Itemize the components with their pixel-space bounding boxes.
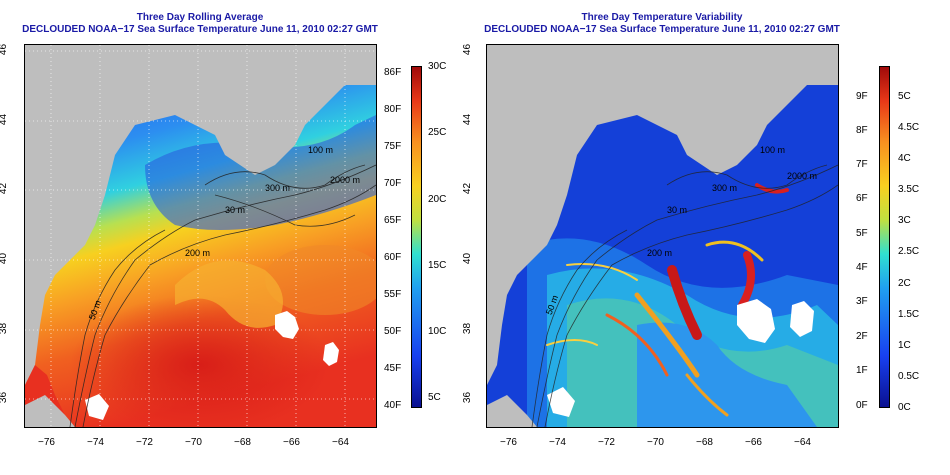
cbar-c-label: 5C <box>428 392 441 403</box>
right-title: Three Day Temperature Variability <box>581 12 743 23</box>
lat-tick: 38 <box>0 322 10 335</box>
lon-tick: −72 <box>598 437 615 448</box>
cbar-c-label: 2C <box>898 278 911 289</box>
lon-tick: −68 <box>234 437 251 448</box>
contour-label: 2000 m <box>787 171 818 181</box>
cbar-c-label: 1.5C <box>898 309 920 320</box>
cbar-f-label: 9F <box>856 91 868 102</box>
contour-label: 100 m <box>760 145 786 155</box>
cbar-f-label: 45F <box>384 363 402 374</box>
lat-tick: 36 <box>462 391 474 404</box>
cbar-f-label: 4F <box>856 262 868 273</box>
lat-tick: 46 <box>0 43 10 56</box>
cbar-c-label: 25C <box>428 127 447 138</box>
cbar-f-label: 1F <box>856 365 868 376</box>
lon-tick: −74 <box>87 437 104 448</box>
cbar-c-label: 1C <box>898 340 911 351</box>
right-variability-map: 100 m 2000 m 300 m 30 m 200 m 50 m <box>486 44 839 428</box>
lat-tick: 44 <box>0 113 10 126</box>
cbar-f-label: 5F <box>856 228 868 239</box>
cbar-c-label: 20C <box>428 194 447 205</box>
lat-tick: 36 <box>0 391 10 404</box>
cbar-f-label: 60F <box>384 252 402 263</box>
lat-tick: 44 <box>462 113 474 126</box>
cbar-f-label: 80F <box>384 104 402 115</box>
cbar-f-label: 7F <box>856 159 868 170</box>
lat-tick: 40 <box>0 252 10 265</box>
cbar-c-label: 4.5C <box>898 122 920 133</box>
left-colorbar <box>411 66 422 408</box>
contour-label: 200 m <box>647 248 673 258</box>
cbar-f-label: 8F <box>856 125 868 136</box>
lon-tick: −76 <box>500 437 517 448</box>
contour-label: 100 m <box>308 145 334 155</box>
left-title: Three Day Rolling Average <box>136 12 264 23</box>
cbar-c-label: 3C <box>898 215 911 226</box>
lat-tick: 40 <box>462 252 474 265</box>
cbar-f-label: 86F <box>384 67 402 78</box>
cbar-f-label: 6F <box>856 193 868 204</box>
contour-label: 200 m <box>185 248 211 258</box>
lon-tick: −68 <box>696 437 713 448</box>
cbar-f-label: 0F <box>856 400 868 411</box>
lon-tick: −66 <box>283 437 300 448</box>
cbar-c-label: 0C <box>898 402 911 413</box>
contour-label: 2000 m <box>330 175 361 185</box>
lon-tick: −70 <box>185 437 202 448</box>
left-subtitle: DECLOUDED NOAA−17 Sea Surface Temperatur… <box>22 24 378 35</box>
cbar-f-label: 70F <box>384 178 402 189</box>
lon-tick: −64 <box>794 437 811 448</box>
cbar-c-label: 0.5C <box>898 371 920 382</box>
cbar-f-label: 2F <box>856 331 868 342</box>
lat-tick: 42 <box>0 182 10 195</box>
contour-label: 300 m <box>265 183 291 193</box>
cbar-c-label: 10C <box>428 326 447 337</box>
lon-tick: −70 <box>647 437 664 448</box>
lon-tick: −76 <box>38 437 55 448</box>
cbar-f-label: 40F <box>384 400 402 411</box>
lat-tick: 46 <box>462 43 474 56</box>
cbar-f-label: 50F <box>384 326 402 337</box>
cbar-f-label: 75F <box>384 141 402 152</box>
cbar-c-label: 2.5C <box>898 246 920 257</box>
lon-tick: −64 <box>332 437 349 448</box>
contour-label: 30 m <box>225 205 246 215</box>
cbar-c-label: 5C <box>898 91 911 102</box>
right-colorbar <box>879 66 890 408</box>
lon-tick: −72 <box>136 437 153 448</box>
cbar-f-label: 65F <box>384 215 402 226</box>
contour-label: 30 m <box>667 205 688 215</box>
cbar-f-label: 55F <box>384 289 402 300</box>
lat-tick: 42 <box>462 182 474 195</box>
cbar-c-label: 3.5C <box>898 184 920 195</box>
cbar-f-label: 3F <box>856 296 868 307</box>
lat-tick: 38 <box>462 322 474 335</box>
lon-tick: −66 <box>745 437 762 448</box>
right-subtitle: DECLOUDED NOAA−17 Sea Surface Temperatur… <box>484 24 840 35</box>
cbar-c-label: 15C <box>428 260 447 271</box>
contour-label: 300 m <box>712 183 738 193</box>
cbar-c-label: 30C <box>428 61 447 72</box>
lon-tick: −74 <box>549 437 566 448</box>
cbar-c-label: 4C <box>898 153 911 164</box>
left-sst-map: 100 m 2000 m 300 m 30 m 200 m 50 m <box>24 44 377 428</box>
